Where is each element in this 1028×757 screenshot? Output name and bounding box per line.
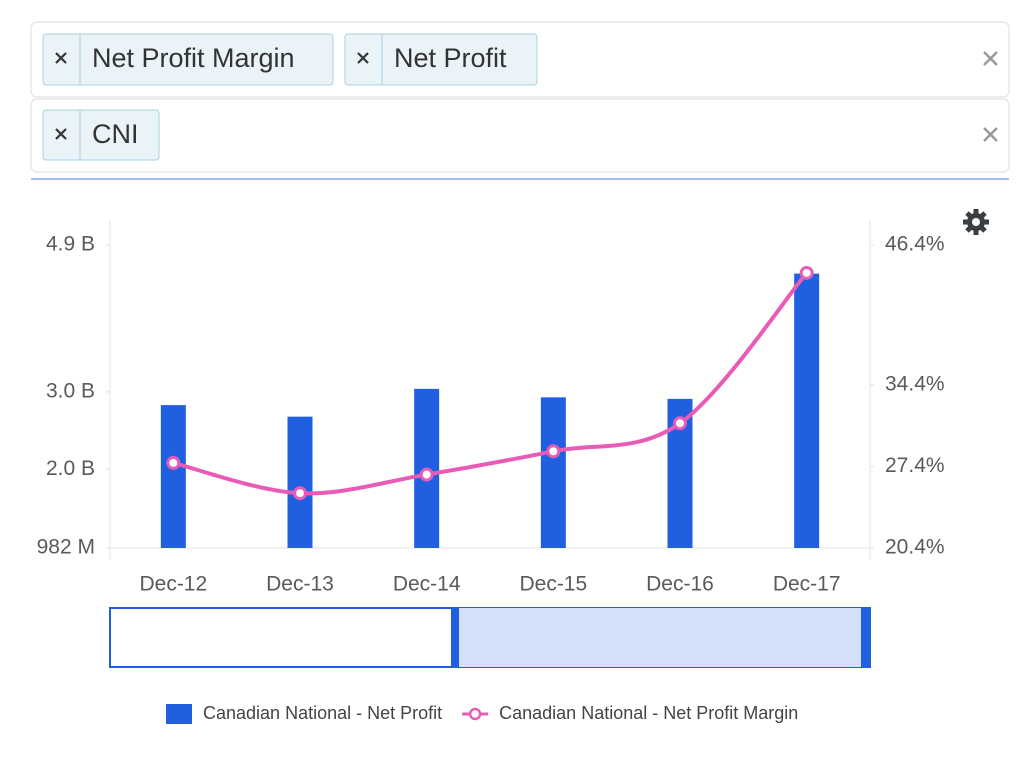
ticker-filter-box[interactable] — [30, 98, 1010, 173]
line-marker — [546, 444, 561, 459]
settings-icon[interactable] — [963, 209, 989, 235]
range-handle[interactable] — [861, 608, 870, 667]
clear-metrics[interactable] — [983, 51, 998, 66]
y-tick-label: 2.0 B — [46, 457, 95, 480]
y2-tick-label: 46.4% — [885, 233, 945, 256]
bar — [160, 405, 186, 548]
legend-swatch — [166, 704, 192, 724]
legend-swatch — [468, 707, 482, 721]
tag[interactable]: Net Profit — [344, 33, 538, 86]
remove-icon[interactable] — [357, 52, 369, 64]
bar — [540, 397, 566, 548]
bar — [794, 273, 820, 548]
line-marker — [293, 486, 307, 501]
range-handle[interactable] — [451, 608, 459, 667]
range-selection[interactable] — [455, 608, 865, 667]
tag-label: Net Profit Margin — [92, 43, 295, 73]
tag-label: Net Profit — [394, 43, 507, 73]
line — [172, 271, 809, 496]
bar — [287, 416, 313, 548]
remove-icon[interactable] — [55, 52, 67, 64]
x-tick-label: Dec-15 — [519, 573, 587, 596]
x-tick-label: Dec-13 — [266, 573, 334, 596]
remove-icon[interactable] — [55, 128, 67, 140]
line-marker — [673, 416, 687, 431]
x-tick-label: Dec-14 — [393, 573, 461, 596]
y2-tick-label: 27.4% — [885, 454, 945, 477]
clear-tickers[interactable] — [983, 127, 998, 142]
y2-tick-label: 34.4% — [885, 372, 945, 395]
legend-label: Canadian National - Net Profit — [203, 703, 442, 723]
line-marker — [799, 265, 814, 280]
x-tick-label: Dec-12 — [139, 573, 207, 596]
y-tick-label: 4.9 B — [46, 233, 95, 256]
y2-tick-label: 20.4% — [885, 536, 945, 559]
y-tick-label: 982 M — [37, 536, 95, 559]
line-marker — [166, 455, 181, 470]
line-marker — [419, 467, 434, 482]
tag[interactable]: Net Profit Margin — [42, 33, 334, 86]
legend-label: Canadian National - Net Profit Margin — [499, 703, 798, 723]
x-tick-label: Dec-17 — [773, 573, 841, 596]
y-tick-label: 3.0 B — [46, 379, 95, 402]
x-tick-label: Dec-16 — [646, 573, 714, 596]
tag[interactable]: CNI — [42, 109, 160, 161]
tag-label: CNI — [92, 119, 139, 149]
